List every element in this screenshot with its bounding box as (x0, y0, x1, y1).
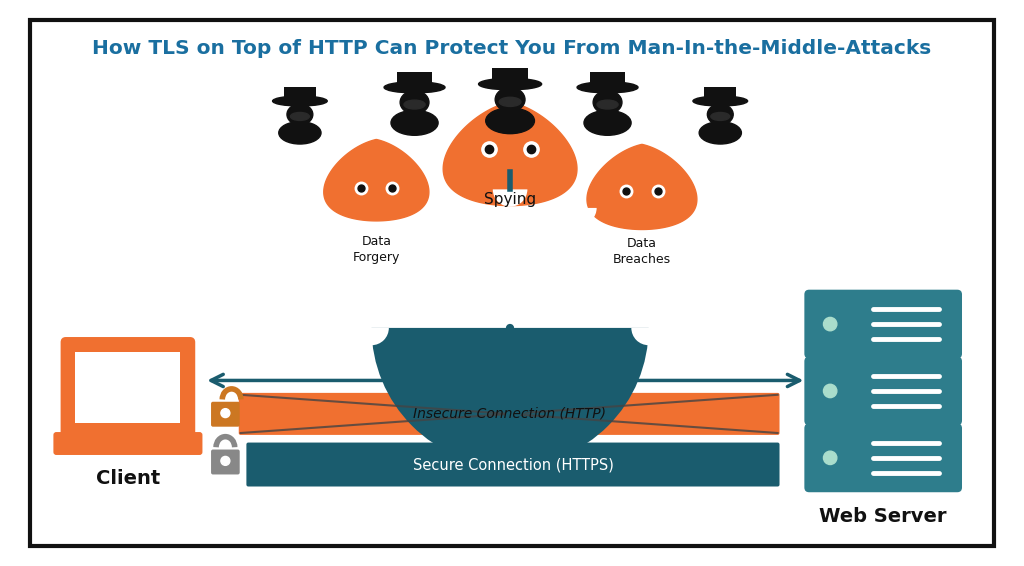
Wedge shape (424, 208, 458, 225)
FancyBboxPatch shape (705, 87, 736, 102)
Polygon shape (324, 140, 429, 221)
Text: Data
Breaches: Data Breaches (613, 237, 671, 265)
Ellipse shape (404, 100, 425, 109)
Ellipse shape (496, 88, 525, 112)
Polygon shape (587, 144, 697, 229)
Text: Client: Client (96, 469, 160, 488)
FancyBboxPatch shape (805, 357, 962, 426)
Wedge shape (612, 259, 647, 276)
Ellipse shape (272, 96, 328, 106)
Polygon shape (443, 102, 577, 205)
Ellipse shape (578, 82, 638, 93)
Text: Insecure Connection (HTTP): Insecure Connection (HTTP) (413, 407, 605, 421)
Ellipse shape (597, 100, 618, 109)
Ellipse shape (279, 122, 321, 144)
FancyBboxPatch shape (62, 338, 194, 437)
FancyBboxPatch shape (590, 72, 626, 88)
Ellipse shape (708, 104, 733, 125)
Text: Data
Forgery: Data Forgery (352, 235, 400, 264)
Text: Spying: Spying (484, 192, 537, 207)
Wedge shape (354, 328, 389, 345)
Ellipse shape (391, 110, 438, 135)
Ellipse shape (485, 108, 535, 134)
FancyBboxPatch shape (492, 68, 528, 85)
FancyBboxPatch shape (239, 393, 779, 435)
Circle shape (221, 409, 229, 418)
FancyBboxPatch shape (805, 290, 962, 358)
Wedge shape (493, 190, 527, 207)
FancyBboxPatch shape (76, 352, 180, 423)
Ellipse shape (699, 122, 741, 144)
FancyBboxPatch shape (247, 443, 779, 487)
Wedge shape (372, 328, 648, 466)
Wedge shape (373, 259, 408, 276)
Circle shape (221, 456, 229, 465)
Ellipse shape (499, 97, 521, 106)
FancyBboxPatch shape (805, 423, 962, 492)
Ellipse shape (593, 91, 622, 114)
Ellipse shape (291, 113, 309, 121)
FancyBboxPatch shape (284, 87, 315, 102)
Wedge shape (632, 328, 666, 345)
Circle shape (823, 451, 837, 465)
Ellipse shape (287, 104, 312, 125)
Circle shape (823, 318, 837, 331)
Wedge shape (562, 208, 597, 225)
FancyBboxPatch shape (211, 449, 240, 474)
FancyBboxPatch shape (211, 402, 240, 427)
Ellipse shape (711, 113, 730, 121)
Text: How TLS on Top of HTTP Can Protect You From Man-In-the-Middle-Attacks: How TLS on Top of HTTP Can Protect You F… (92, 40, 932, 58)
Text: TLS: TLS (468, 259, 553, 301)
FancyBboxPatch shape (31, 20, 993, 546)
Ellipse shape (478, 78, 542, 90)
Ellipse shape (384, 82, 445, 93)
FancyBboxPatch shape (53, 432, 203, 455)
Text: Secure Connection (HTTPS): Secure Connection (HTTPS) (413, 457, 613, 472)
Text: Web Server: Web Server (819, 507, 946, 526)
Circle shape (823, 384, 837, 398)
Ellipse shape (693, 96, 748, 106)
FancyBboxPatch shape (397, 72, 432, 88)
Ellipse shape (584, 110, 631, 135)
Ellipse shape (400, 91, 429, 114)
